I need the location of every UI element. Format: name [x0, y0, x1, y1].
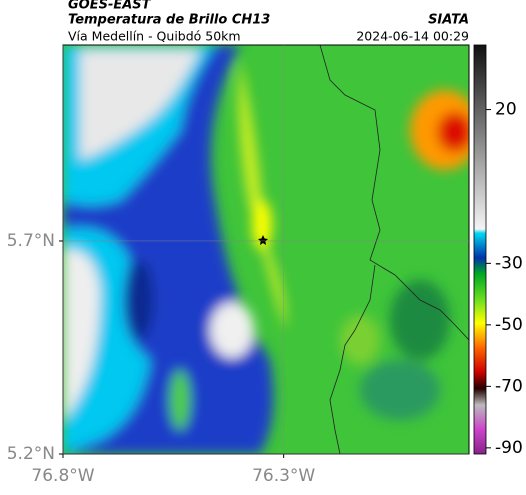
timestamp: 2024-06-14 00:29 — [356, 29, 469, 44]
title: Temperatura de Brillo CH13 — [68, 13, 270, 28]
source: SIATA — [428, 13, 469, 28]
colorbar-tick-label: -70 — [495, 376, 523, 396]
subtitle: Vía Medellín - Quibdó 50km — [68, 29, 241, 44]
satellite: GOES-EAST — [68, 0, 152, 13]
y-tick-label: 5.7°N — [7, 231, 55, 251]
colorbar — [473, 44, 487, 455]
colorbar-tick-label: 20 — [495, 100, 517, 120]
city-marker — [258, 235, 268, 245]
colorbar-tick-label: -30 — [495, 253, 523, 273]
x-tick-label: 76.3°W — [252, 466, 315, 486]
colorbar-tick-label: -50 — [495, 315, 523, 335]
colorbar-tick-label: -90 — [495, 438, 523, 458]
y-tick-label: 5.2°N — [7, 444, 55, 464]
x-tick-label: 76.8°W — [31, 466, 94, 486]
satellite-image — [63, 45, 469, 454]
